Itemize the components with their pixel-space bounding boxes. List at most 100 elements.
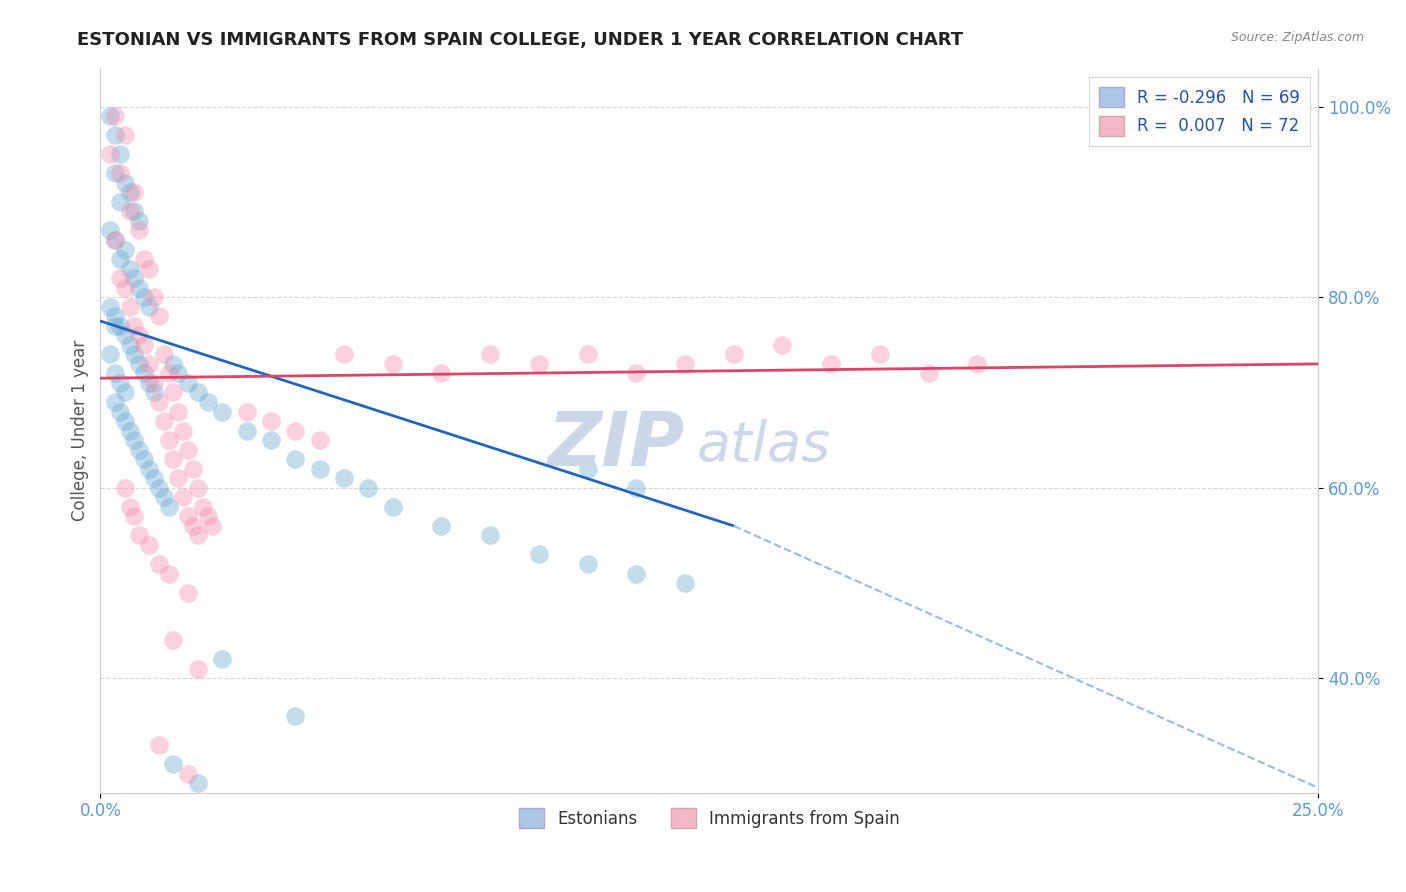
- Point: [114, 481, 136, 495]
- Text: atlas: atlas: [697, 418, 831, 472]
- Point: [148, 557, 170, 571]
- Point: [142, 290, 165, 304]
- Point: [104, 318, 127, 333]
- Point: [673, 357, 696, 371]
- Point: [118, 186, 141, 200]
- Point: [197, 395, 219, 409]
- Point: [187, 385, 209, 400]
- Point: [124, 271, 146, 285]
- Point: [142, 385, 165, 400]
- Point: [108, 166, 131, 180]
- Point: [260, 414, 283, 428]
- Point: [626, 566, 648, 581]
- Point: [124, 433, 146, 447]
- Point: [181, 461, 204, 475]
- Point: [114, 128, 136, 143]
- Point: [157, 367, 180, 381]
- Point: [177, 376, 200, 390]
- Point: [770, 338, 793, 352]
- Point: [576, 461, 599, 475]
- Point: [98, 300, 121, 314]
- Point: [128, 214, 150, 228]
- Point: [138, 357, 160, 371]
- Point: [177, 509, 200, 524]
- Point: [142, 471, 165, 485]
- Point: [98, 223, 121, 237]
- Point: [124, 509, 146, 524]
- Point: [138, 261, 160, 276]
- Point: [162, 357, 184, 371]
- Point: [118, 500, 141, 514]
- Point: [181, 519, 204, 533]
- Point: [152, 490, 174, 504]
- Point: [162, 452, 184, 467]
- Point: [124, 318, 146, 333]
- Point: [118, 424, 141, 438]
- Point: [108, 194, 131, 209]
- Point: [284, 424, 307, 438]
- Point: [114, 414, 136, 428]
- Point: [284, 709, 307, 723]
- Point: [118, 204, 141, 219]
- Point: [479, 347, 502, 361]
- Point: [187, 528, 209, 542]
- Point: [157, 500, 180, 514]
- Point: [172, 490, 194, 504]
- Point: [114, 385, 136, 400]
- Point: [167, 404, 190, 418]
- Point: [134, 252, 156, 266]
- Point: [162, 633, 184, 648]
- Point: [162, 385, 184, 400]
- Point: [357, 481, 380, 495]
- Point: [333, 471, 356, 485]
- Point: [134, 367, 156, 381]
- Point: [177, 442, 200, 457]
- Point: [108, 147, 131, 161]
- Point: [966, 357, 988, 371]
- Point: [108, 376, 131, 390]
- Point: [260, 433, 283, 447]
- Text: ESTONIAN VS IMMIGRANTS FROM SPAIN COLLEGE, UNDER 1 YEAR CORRELATION CHART: ESTONIAN VS IMMIGRANTS FROM SPAIN COLLEG…: [77, 31, 963, 49]
- Point: [124, 204, 146, 219]
- Point: [114, 243, 136, 257]
- Point: [308, 461, 330, 475]
- Point: [820, 357, 842, 371]
- Point: [104, 233, 127, 247]
- Point: [142, 376, 165, 390]
- Point: [235, 404, 257, 418]
- Point: [626, 481, 648, 495]
- Point: [128, 357, 150, 371]
- Point: [157, 433, 180, 447]
- Point: [104, 395, 127, 409]
- Point: [211, 652, 233, 666]
- Point: [128, 223, 150, 237]
- Text: ZIP: ZIP: [548, 409, 685, 482]
- Point: [104, 367, 127, 381]
- Point: [148, 310, 170, 324]
- Point: [626, 367, 648, 381]
- Point: [104, 166, 127, 180]
- Point: [527, 548, 550, 562]
- Point: [723, 347, 745, 361]
- Point: [104, 233, 127, 247]
- Point: [152, 347, 174, 361]
- Point: [128, 442, 150, 457]
- Point: [333, 347, 356, 361]
- Point: [430, 519, 453, 533]
- Point: [187, 481, 209, 495]
- Point: [527, 357, 550, 371]
- Point: [177, 585, 200, 599]
- Point: [479, 528, 502, 542]
- Point: [191, 500, 214, 514]
- Point: [108, 404, 131, 418]
- Point: [167, 367, 190, 381]
- Point: [148, 481, 170, 495]
- Point: [138, 300, 160, 314]
- Point: [917, 367, 939, 381]
- Point: [430, 367, 453, 381]
- Point: [177, 766, 200, 780]
- Point: [138, 461, 160, 475]
- Point: [134, 290, 156, 304]
- Point: [284, 452, 307, 467]
- Point: [114, 280, 136, 294]
